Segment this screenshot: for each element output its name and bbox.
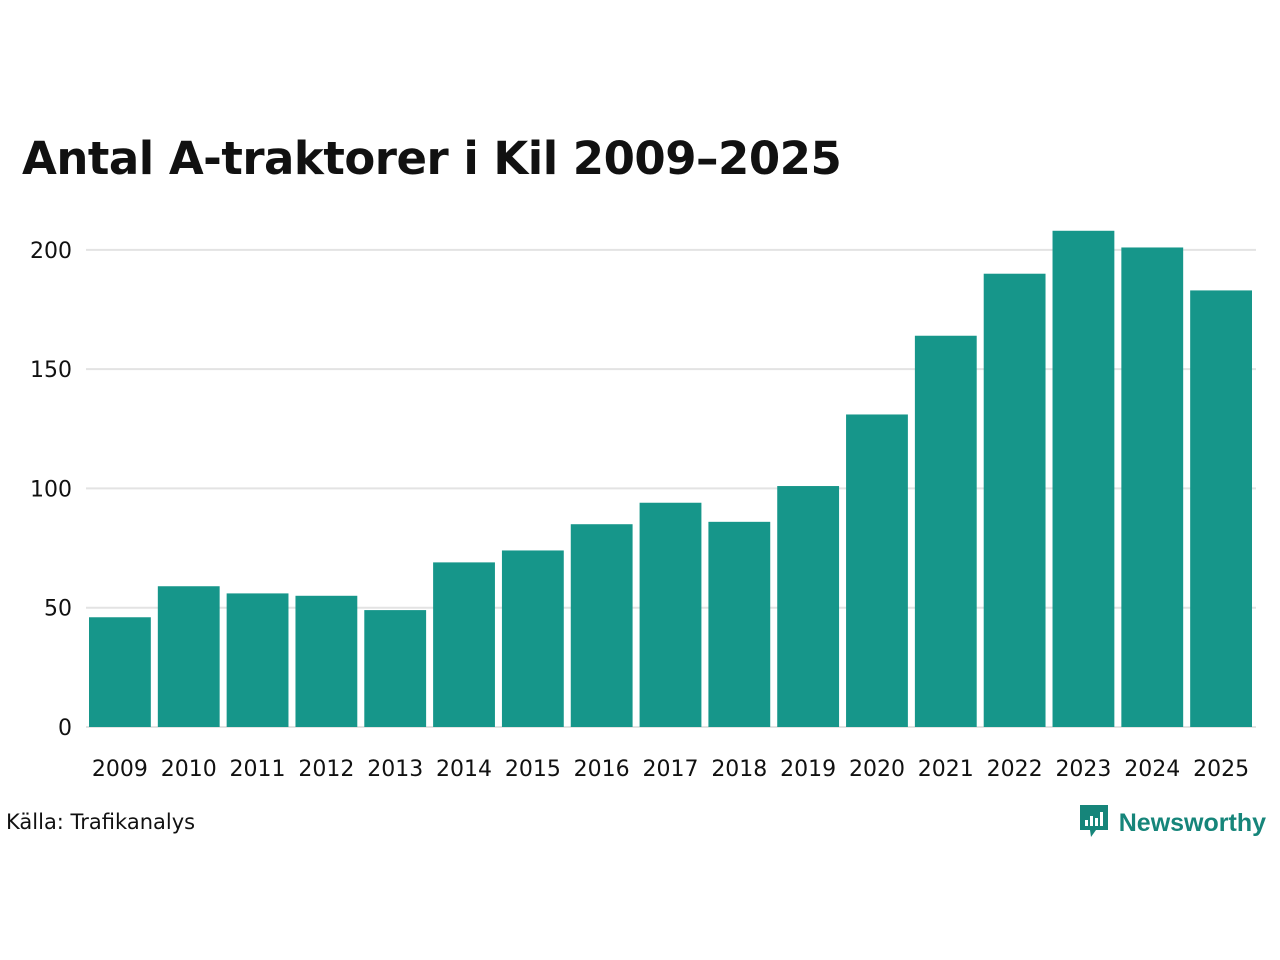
bar-2010 [157, 586, 220, 727]
bar-2016 [570, 524, 633, 727]
y-tick-label: 100 [30, 477, 72, 502]
newsworthy-logo-icon [1079, 804, 1109, 842]
source-note: Källa: Trafikanalys [6, 810, 196, 834]
x-tick-label: 2012 [298, 757, 354, 782]
y-tick-label: 200 [30, 239, 72, 264]
y-tick-label: 0 [58, 716, 72, 741]
chart-title: Antal A-traktorer i Kil 2009–2025 [22, 132, 842, 185]
x-tick-label: 2025 [1193, 757, 1249, 782]
bar-2024 [1121, 247, 1184, 727]
x-tick-label: 2019 [780, 757, 836, 782]
x-tick-label: 2011 [230, 757, 286, 782]
bar-2013 [364, 610, 427, 727]
bars [89, 230, 1252, 727]
bar-2009 [89, 617, 151, 727]
x-tick-label: 2015 [505, 757, 561, 782]
bar-2019 [777, 486, 840, 727]
bar-2014 [433, 562, 495, 727]
y-axis-ticks: 0 50 100 150 200 [30, 239, 72, 741]
x-tick-label: 2023 [1055, 757, 1111, 782]
brand-name: Newsworthy [1118, 808, 1266, 837]
bar-2025 [1190, 290, 1252, 727]
x-tick-label: 2010 [161, 757, 217, 782]
brand[interactable]: Newsworthy [1079, 804, 1266, 842]
bar-2011 [226, 593, 289, 727]
x-tick-label: 2016 [574, 757, 630, 782]
x-axis-ticks: 2009 2010 2011 2012 2013 2014 2015 2016 2017 2018… [92, 757, 1249, 782]
x-tick-label: 2024 [1124, 757, 1180, 782]
x-tick-label: 2018 [711, 757, 767, 782]
x-tick-label: 2017 [643, 757, 699, 782]
y-tick-label: 50 [44, 597, 72, 622]
x-tick-label: 2022 [987, 757, 1043, 782]
x-tick-label: 2014 [436, 757, 492, 782]
x-tick-label: 2013 [367, 757, 423, 782]
x-tick-label: 2009 [92, 757, 148, 782]
bar-2021 [914, 335, 977, 727]
bar-2015 [501, 550, 564, 727]
bar-2023 [1052, 230, 1115, 727]
bar-2022 [983, 273, 1046, 727]
x-tick-label: 2020 [849, 757, 905, 782]
bar-2017 [639, 502, 702, 727]
bar-chart: 0 50 100 150 200 2009 2010 2011 2012 2013 2014 201… [30, 230, 1256, 782]
bar-2018 [708, 521, 771, 727]
bar-2012 [295, 595, 358, 727]
bar-2020 [846, 414, 908, 727]
y-tick-label: 150 [30, 358, 72, 383]
x-tick-label: 2021 [918, 757, 974, 782]
